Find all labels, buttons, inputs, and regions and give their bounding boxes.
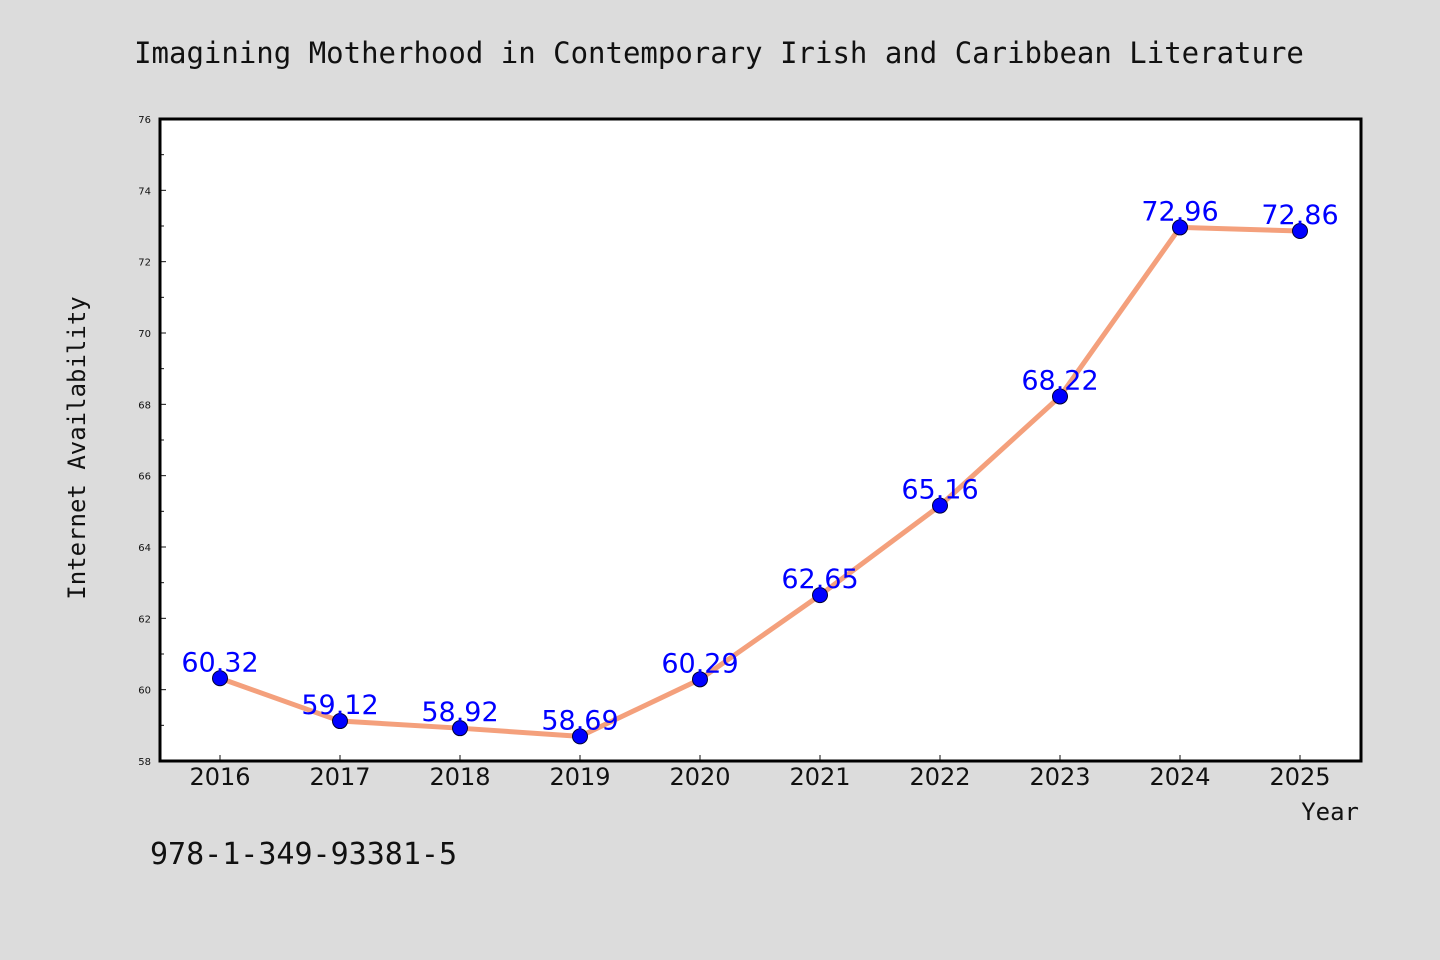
- x-tick-label: 2021: [789, 763, 850, 791]
- y-tick-label: 70: [138, 329, 151, 340]
- series-line: [217, 224, 1303, 739]
- x-axis-label: Year: [1301, 798, 1359, 826]
- data-label: 60.32: [181, 647, 258, 678]
- x-tick-label: 2024: [1149, 763, 1210, 791]
- y-tick-label: 76: [138, 115, 151, 126]
- data-point: [1172, 219, 1188, 236]
- data-label: 59.12: [301, 690, 378, 721]
- isbn-text: 978-1-349-93381-5: [150, 837, 457, 872]
- data-point: [212, 670, 228, 687]
- y-tick-label: 60: [138, 686, 151, 697]
- chart-title: Imagining Motherhood in Contemporary Iri…: [134, 36, 1304, 70]
- data-label: 62.65: [781, 564, 858, 595]
- y-axis-label: Internet Availability: [63, 296, 91, 599]
- data-point: [572, 728, 588, 745]
- data-label: 72.96: [1141, 196, 1218, 227]
- y-tick-label: 74: [138, 186, 151, 197]
- data-label: 60.29: [661, 648, 738, 679]
- y-tick-label: 72: [138, 258, 151, 269]
- y-tick-label: 58: [138, 757, 151, 768]
- x-tick-label: 2020: [669, 763, 730, 791]
- x-tick-label: 2017: [309, 763, 370, 791]
- data-label: 58.92: [421, 697, 498, 728]
- data-label: 72.86: [1261, 200, 1338, 231]
- data-label: 65.16: [901, 475, 978, 506]
- data-point: [1292, 222, 1308, 239]
- data-point: [812, 587, 828, 604]
- plot-area: [160, 119, 1361, 761]
- data-point: [332, 713, 348, 730]
- data-label: 68.22: [1021, 365, 1098, 396]
- x-tick-label: 2018: [429, 763, 490, 791]
- data-point: [452, 720, 468, 737]
- data-label: 58.69: [541, 705, 618, 736]
- y-tick-label: 66: [138, 472, 151, 483]
- x-tick-label: 2016: [189, 763, 250, 791]
- data-point: [692, 671, 708, 688]
- x-tick-label: 2019: [549, 763, 610, 791]
- y-tick-label: 68: [138, 400, 151, 411]
- data-point: [932, 497, 948, 514]
- data-point: [1052, 388, 1068, 405]
- x-tick-label: 2025: [1269, 763, 1330, 791]
- y-tick-label: 64: [138, 543, 151, 554]
- y-tick-label: 62: [138, 614, 151, 625]
- plot-frame: [158, 117, 1363, 763]
- x-tick-label: 2023: [1029, 763, 1090, 791]
- x-tick-label: 2022: [909, 763, 970, 791]
